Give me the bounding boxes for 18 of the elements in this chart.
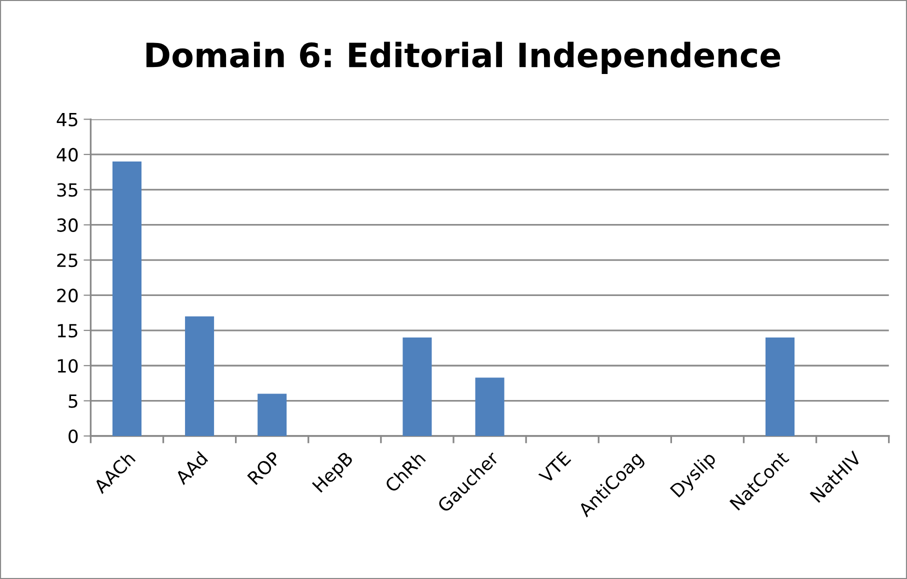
bar <box>112 162 142 436</box>
y-tick-label: 30 <box>57 218 78 232</box>
y-tick-label: 35 <box>57 183 78 197</box>
y-tick-label: 5 <box>68 394 78 408</box>
y-tick-label: 0 <box>68 429 78 444</box>
x-tick-label: VTE <box>538 451 572 484</box>
bar <box>258 394 287 436</box>
chart-title: Domain 6: Editorial Independence <box>146 42 780 74</box>
y-tick-label: 20 <box>57 288 78 302</box>
y-tick-label: 10 <box>58 359 78 373</box>
y-tick-label: 45 <box>56 112 78 126</box>
bar <box>402 337 432 436</box>
y-tick-label: 15 <box>58 324 78 338</box>
bar <box>475 378 504 436</box>
y-tick-label: 25 <box>57 253 78 268</box>
bar <box>185 316 214 436</box>
bar <box>766 337 795 436</box>
y-tick-label: 40 <box>56 148 78 162</box>
